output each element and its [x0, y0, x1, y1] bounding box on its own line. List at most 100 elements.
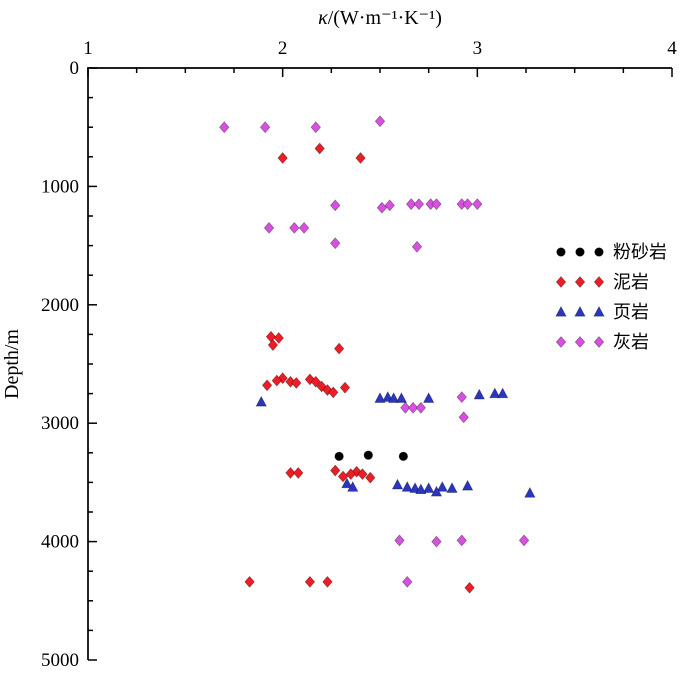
kappa-symbol: κ: [318, 7, 328, 29]
data-point-diamond: [285, 375, 296, 388]
series-niyan: [244, 142, 475, 594]
data-point-triangle: [473, 388, 485, 400]
legend-label: 灰岩: [613, 332, 649, 352]
x-tick-label: 3: [473, 38, 483, 59]
data-point-diamond: [458, 411, 469, 424]
x-tick-label: 1: [83, 38, 93, 59]
data-point-diamond: [574, 276, 586, 288]
data-point-circle: [363, 450, 373, 460]
data-point-triangle: [401, 480, 413, 492]
data-point-diamond: [263, 221, 275, 234]
data-point-diamond: [298, 221, 310, 234]
data-point-diamond: [415, 401, 427, 414]
data-point-diamond: [339, 381, 351, 394]
data-point-diamond: [555, 276, 567, 288]
data-point-diamond: [289, 221, 300, 234]
data-point-diamond: [316, 380, 327, 393]
data-point-triangle: [409, 482, 421, 493]
data-point-diamond: [310, 121, 321, 134]
data-point-diamond: [574, 336, 586, 348]
y-tick-label: 2000: [41, 295, 79, 316]
title-units: /(W·m⁻¹·K⁻¹): [328, 7, 442, 29]
data-point-diamond: [291, 377, 302, 389]
data-point-diamond: [330, 464, 341, 477]
data-point-diamond: [374, 115, 386, 128]
data-point-triangle: [489, 387, 501, 399]
data-point-diamond: [518, 534, 530, 547]
data-point-diamond: [464, 581, 475, 594]
data-point-triangle: [341, 477, 353, 489]
data-point-diamond: [413, 198, 425, 211]
x-tick-label: 4: [667, 38, 677, 59]
data-point-diamond: [267, 339, 279, 351]
data-point-triangle: [593, 305, 605, 317]
data-point-triangle: [496, 387, 509, 399]
legend-label: 页岩: [613, 302, 649, 322]
data-point-diamond: [456, 391, 467, 404]
data-point-diamond: [411, 240, 423, 253]
y-tick-label: 5000: [41, 650, 79, 671]
data-point-diamond: [357, 468, 368, 481]
data-point-circle: [575, 247, 585, 257]
data-point-diamond: [555, 336, 567, 348]
data-point-diamond: [310, 375, 321, 388]
data-point-triangle: [382, 391, 394, 402]
data-point-diamond: [277, 152, 288, 164]
data-point-diamond: [462, 198, 473, 211]
data-point-diamond: [355, 152, 366, 164]
data-point-diamond: [304, 575, 316, 588]
data-point-circle: [398, 451, 409, 462]
series-yeyan: [255, 387, 536, 498]
data-point-triangle: [422, 392, 435, 403]
data-point-triangle: [391, 478, 404, 490]
data-point-diamond: [273, 332, 284, 344]
data-point-triangle: [387, 392, 400, 403]
data-point-diamond: [244, 575, 255, 588]
legend-label: 粉砂岩: [613, 242, 667, 262]
data-point-circle: [594, 247, 604, 257]
data-point-triangle: [430, 485, 443, 497]
data-point-diamond: [593, 336, 605, 348]
series-fenshayan: [334, 450, 409, 462]
data-point-diamond: [330, 199, 341, 212]
data-point-triangle: [374, 392, 386, 403]
data-point-diamond: [400, 401, 411, 414]
data-point-diamond: [376, 201, 388, 214]
data-point-diamond: [337, 470, 349, 483]
y-axis-label: Depth/m: [1, 329, 23, 399]
y-tick-label: 3000: [41, 413, 79, 434]
data-point-diamond: [261, 379, 273, 392]
data-point-triangle: [255, 395, 267, 407]
data-points: [219, 115, 536, 594]
legend-item-fenshayan: 粉砂岩: [556, 242, 667, 262]
data-point-triangle: [524, 486, 536, 498]
data-point-diamond: [456, 534, 467, 547]
legend-item-niyan: 泥岩: [555, 272, 649, 292]
y-tick-label: 4000: [41, 532, 79, 553]
data-point-triangle: [422, 482, 435, 493]
data-point-diamond: [285, 466, 296, 479]
axis-line: [87, 67, 672, 660]
data-point-diamond: [384, 199, 395, 212]
y-tick-label: 1000: [41, 176, 79, 197]
data-point-circle: [334, 451, 344, 462]
data-point-diamond: [330, 237, 341, 250]
data-point-triangle: [461, 479, 474, 491]
y-tick-label: 0: [70, 58, 80, 79]
data-point-triangle: [395, 392, 408, 403]
axes: 1 2 3 4 0 1000 2000 3000 4000 5000: [41, 38, 677, 671]
legend-label: 泥岩: [613, 272, 649, 292]
data-point-diamond: [271, 374, 282, 387]
data-point-diamond: [259, 121, 271, 134]
data-point-triangle: [574, 305, 586, 317]
series-huiyan: [219, 115, 530, 588]
data-point-diamond: [265, 330, 277, 343]
data-point-triangle: [555, 305, 567, 317]
data-point-circle: [556, 247, 566, 257]
data-point-diamond: [314, 142, 325, 155]
data-point-diamond: [431, 198, 442, 211]
chart-title: κ/(W·m⁻¹·K⁻¹): [318, 7, 442, 29]
